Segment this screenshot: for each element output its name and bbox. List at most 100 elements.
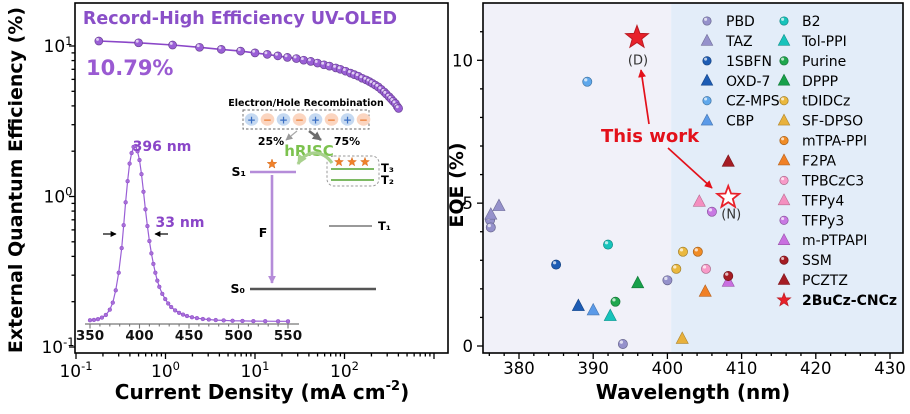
charge-sign: − xyxy=(327,114,336,126)
eqe-curve-point xyxy=(134,38,143,48)
right-x-tick-label: 410 xyxy=(726,359,758,378)
right-x-tick-label: 430 xyxy=(874,359,906,378)
inset-x-tick-label: 400 xyxy=(125,328,153,344)
point-PCZTZ xyxy=(721,154,735,167)
eqe-curve-point xyxy=(283,53,292,62)
legend-item-tDIDCz: tDIDCz xyxy=(779,94,850,110)
t2-level-label: T₂ xyxy=(381,173,394,187)
legend-swatch-OXD-7 xyxy=(700,73,714,86)
uv-region-background xyxy=(483,3,672,353)
right-x-tick-label: 420 xyxy=(800,359,832,378)
legend-label-CZ-MPS: CZ-MPS xyxy=(726,94,780,110)
legend-label-Tol-PPI: Tol-PPI xyxy=(801,34,847,50)
hole-charge-icon xyxy=(244,113,259,126)
legend-item-OXD-7: OXD-7 xyxy=(700,73,770,90)
legend-swatch-Tol-PPI xyxy=(777,33,791,46)
legend-swatch-TFPy3 xyxy=(779,215,789,225)
legend-swatch-tDIDCz xyxy=(779,96,789,106)
legend-swatch-F2PA xyxy=(777,153,791,166)
legend-item-Purine: Purine xyxy=(779,54,846,70)
point-CZ-MPS xyxy=(582,76,593,87)
eqe-curve-point xyxy=(299,55,309,65)
point-tDIDCz xyxy=(678,246,688,257)
triplet-exciton-icon xyxy=(359,156,371,167)
this-work-star-filled xyxy=(624,23,650,49)
scatter-points xyxy=(484,23,742,349)
charge-sign: + xyxy=(343,114,352,126)
legend-item-B2: B2 xyxy=(779,14,821,30)
device-d-label: (D) xyxy=(628,53,648,68)
recombination-header: Electron/Hole Recombination xyxy=(228,98,384,109)
legend-label-PCZTZ: PCZTZ xyxy=(802,273,848,289)
legend-label-TAZ: TAZ xyxy=(725,34,753,50)
legend-label-F2PA: F2PA xyxy=(802,154,837,170)
left-chart-title: Record-High Efficiency UV-OLED xyxy=(83,9,397,29)
eqe-curve-point xyxy=(195,42,204,52)
legend-swatch-m-PTPAPI xyxy=(777,233,791,245)
hole-charge-icon xyxy=(276,113,291,126)
eqe-curve-point xyxy=(292,54,301,63)
legend-swatch-DPPP xyxy=(777,73,791,86)
legend-swatch-PBD xyxy=(702,16,712,26)
right-x-tick-label: 380 xyxy=(503,359,535,378)
legend-item-PBD: PBD xyxy=(702,14,755,30)
charge-sign: − xyxy=(263,114,272,126)
right-x-tick-label: 400 xyxy=(652,359,684,378)
legend-swatch-SF-DPSO xyxy=(777,113,791,126)
point-TAZ xyxy=(484,207,498,220)
legend-label-B2: B2 xyxy=(802,14,821,30)
this-work-annotation: This work xyxy=(601,126,700,147)
legend-label-DPPP: DPPP xyxy=(802,74,838,90)
legend-swatch-TFPy4 xyxy=(777,193,791,206)
legend-item-TFPy3: TFPy3 xyxy=(779,213,844,229)
legend-swatch-2BuCz-CNCz xyxy=(776,292,792,307)
legend-label-m-PTPAPI: m-PTPAPI xyxy=(802,233,867,249)
electron-charge-icon xyxy=(292,113,307,126)
legend-item-DPPP: DPPP xyxy=(777,73,838,90)
inset-el-spectrum: 350 400 450 500 550 396 nm 33 nm xyxy=(76,139,302,344)
eqe-curve-point xyxy=(250,48,260,58)
s0-level-label: S₀ xyxy=(231,281,245,296)
legend-label-Purine: Purine xyxy=(802,54,846,70)
legend-swatch-TAZ xyxy=(700,33,714,46)
legend-label-tDIDCz: tDIDCz xyxy=(802,94,850,110)
left-x-axis-label: Current Density (mA cm-2) xyxy=(115,379,409,404)
point-PBD xyxy=(662,275,673,286)
legend-label-SSM: SSM xyxy=(802,253,832,269)
right-x-axis-label: Wavelength (nm) xyxy=(596,380,791,404)
triplet-fraction-label: 75% xyxy=(334,135,360,148)
point-F2PA xyxy=(698,284,712,297)
right-y-tick-label: 0 xyxy=(463,337,474,356)
right-y-tick-label: 10 xyxy=(452,51,473,70)
eqe-curve-point xyxy=(394,104,403,113)
t3-level-label: T₃ xyxy=(381,161,394,175)
legend-swatch-mTPA-PPI xyxy=(779,136,789,146)
legend-label-2BuCz-CNCz: 2BuCz-CNCz xyxy=(802,293,897,309)
charge-sign: − xyxy=(359,114,368,126)
point-PBD xyxy=(485,222,496,233)
right-plot-frame xyxy=(482,2,904,354)
s1-level-label: S₁ xyxy=(232,164,246,179)
left-y-tick-label: 10-1 xyxy=(41,335,74,358)
eqe-curve-point xyxy=(168,40,177,50)
left-x-tick-label: 100 xyxy=(151,359,180,382)
legend-swatch-B2 xyxy=(779,16,789,26)
hole-charge-icon xyxy=(308,113,323,126)
point-TFPy3 xyxy=(706,206,717,217)
point-TAZ xyxy=(492,198,506,211)
point-PBD xyxy=(617,339,628,349)
eqe-curve-point xyxy=(236,46,245,56)
point-B2 xyxy=(603,239,613,250)
inset-x-tick-label: 500 xyxy=(224,328,252,344)
eqe-curve-markers xyxy=(94,36,403,113)
hole-charge-icon xyxy=(340,113,355,126)
point-SF-DPSO xyxy=(675,331,689,344)
left-y-axis-label: External Quantum Efficiency (%) xyxy=(5,7,27,353)
legend-item-SSM: SSM xyxy=(779,253,832,269)
right-y-axis-label: EQE (%) xyxy=(446,142,468,227)
hrisc-arrow xyxy=(296,151,334,165)
legend-swatch-SSM xyxy=(779,255,789,265)
